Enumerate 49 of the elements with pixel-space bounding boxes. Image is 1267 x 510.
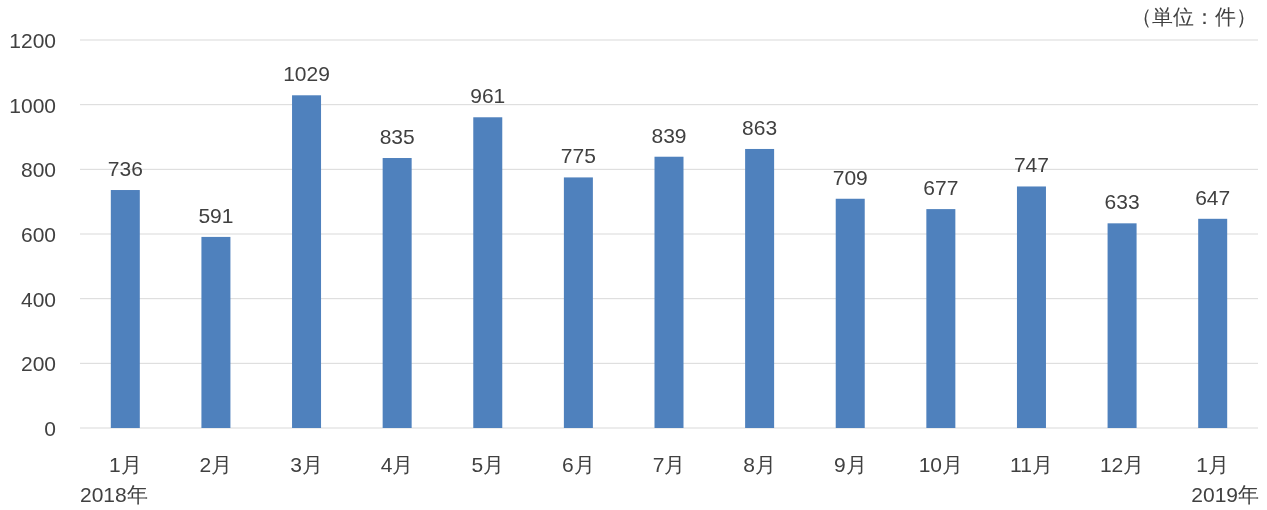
text: 2018年 (80, 483, 148, 506)
text: （単位：件） (1131, 5, 1257, 28)
y-tick-label: 1000 (9, 93, 56, 117)
data-label: 677 (923, 176, 959, 200)
bar (1016, 186, 1046, 428)
y-tick-label: 800 (20, 158, 56, 182)
data-label: 835 (379, 125, 415, 149)
x-tick-label: 1月 (1196, 453, 1230, 476)
x-tick-label: 8月 (743, 453, 776, 476)
y-tick-label: 600 (20, 223, 56, 246)
data-label: 647 (1195, 185, 1231, 209)
x-tick-label: 2月 (199, 453, 233, 476)
bar (654, 156, 684, 428)
bar (745, 148, 775, 428)
data-label: 863 (742, 115, 778, 139)
x-tick-label: 11月 (1010, 453, 1053, 476)
bar (292, 95, 322, 428)
data-label: 591 (198, 203, 234, 227)
bar (473, 117, 503, 428)
bar (1107, 223, 1137, 428)
data-label: 961 (470, 84, 506, 108)
text: 2019年 (1191, 483, 1259, 506)
y-tick-label: 400 (20, 287, 56, 311)
bar (110, 190, 140, 428)
bar (1198, 218, 1228, 428)
bar (926, 209, 956, 428)
data-label: 1029 (283, 62, 330, 86)
x-tick-label: 9月 (833, 453, 867, 476)
x-tick-label: 6月 (562, 453, 595, 476)
x-tick-label: 10月 (918, 453, 964, 476)
x-tick-label: 1月 (108, 453, 142, 476)
x-tick-label: 4月 (380, 453, 414, 476)
x-tick-label: 5月 (471, 453, 505, 476)
data-label: 747 (1013, 153, 1049, 177)
y-tick-label: 0 (44, 417, 56, 440)
data-label: 633 (1104, 190, 1140, 214)
y-tick-label: 1200 (9, 29, 56, 52)
bar (382, 158, 412, 428)
x-tick-label: 7月 (652, 453, 686, 476)
data-label: 709 (832, 165, 868, 189)
x-tick-label: 12月 (1099, 453, 1145, 476)
y-tick-label: 200 (20, 352, 56, 376)
bar (201, 236, 231, 428)
x-tick-label: 3月 (290, 453, 323, 476)
bar (563, 177, 593, 428)
data-label: 775 (560, 144, 596, 168)
bar (835, 198, 865, 428)
data-label: 736 (107, 157, 143, 181)
data-label: 839 (651, 123, 687, 147)
